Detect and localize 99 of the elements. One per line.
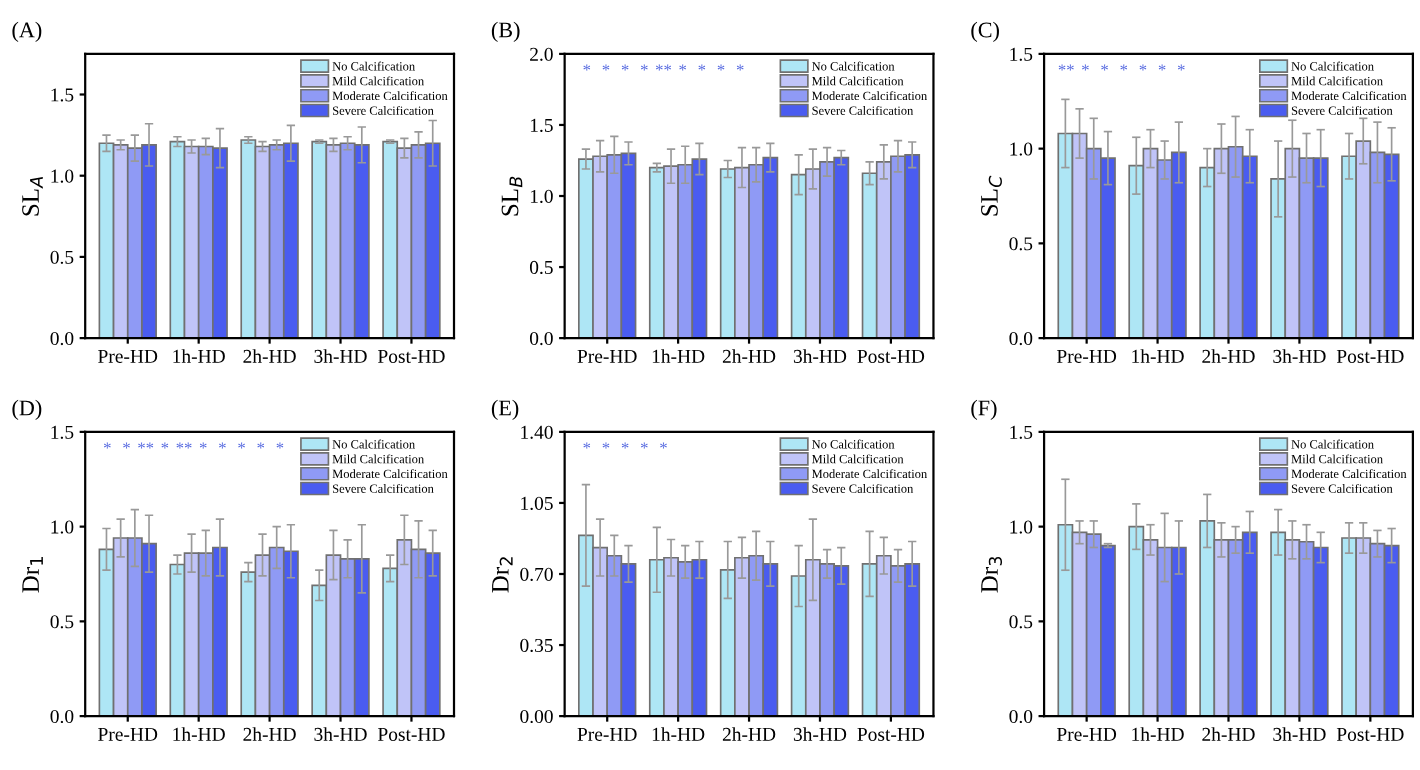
y-tick-label: 0.5 (50, 250, 74, 264)
y-axis-title: SL$_{A}$ (22, 176, 43, 216)
annotation: * (276, 442, 284, 449)
y-tick-label: 1.5 (51, 425, 74, 439)
x-tick-label: Pre-HD (1056, 727, 1117, 741)
x-tick-label: 2h-HD (1202, 727, 1255, 741)
x-tick-label: Post-HD (1336, 727, 1404, 741)
y-tick-label: 0.5 (1009, 615, 1033, 629)
y-axis-title: Dr$_{2}$ (492, 557, 513, 593)
x-tick-label: 1h-HD (652, 727, 705, 741)
x-tick-label: 3h-HD (793, 727, 847, 741)
x-tick-label: 1h-HD (652, 349, 705, 363)
x-tick-label: Post-HD (377, 349, 445, 363)
y-axis-title: Dr$_{1}$ (22, 557, 43, 593)
y-tick-label: 1.5 (1010, 47, 1033, 61)
y-tick-label: 1.0 (1010, 142, 1033, 156)
y-tick-label: 1.40 (521, 425, 553, 439)
x-tick-label: 1h-HD (173, 727, 225, 741)
y-tick-label: 0.0 (1009, 331, 1033, 346)
annotation: * (123, 442, 130, 449)
annotation: * (103, 442, 111, 449)
annotation: * (717, 64, 725, 71)
y-tick-label: 2.0 (530, 47, 553, 61)
x-tick-label: 3h-HD (793, 349, 847, 363)
y-tick-label: 0.5 (1009, 237, 1033, 251)
annotation: ** (138, 442, 154, 449)
annotation: * (698, 64, 706, 71)
y-tick-label: 0.5 (50, 615, 74, 629)
annotation: * (640, 64, 648, 71)
chart-title: (E) (491, 399, 519, 420)
y-tick-label: 0.0 (1009, 709, 1033, 724)
x-tick-label: Pre-HD (1056, 349, 1117, 363)
annotation: * (583, 442, 591, 449)
x-tick-label: 2h-HD (722, 349, 776, 363)
chart-title: (D) (12, 399, 42, 420)
y-tick-label: 0.00 (520, 709, 553, 724)
x-tick-label: Pre-HD (577, 727, 637, 741)
annotation: * (602, 442, 610, 449)
annotation: * (219, 442, 226, 449)
y-tick-label: 0.35 (520, 638, 553, 653)
annotation: * (736, 64, 744, 71)
x-tick-label: 3h-HD (1273, 727, 1326, 741)
annotation: * (199, 442, 207, 449)
annotation: * (1101, 64, 1108, 71)
chart-title: (A) (12, 21, 42, 42)
x-tick-label: Post-HD (857, 349, 925, 363)
x-tick-label: Pre-HD (98, 727, 158, 741)
y-tick-label: 1.0 (51, 169, 74, 183)
y-tick-label: 0.0 (50, 331, 74, 346)
annotation: * (1120, 64, 1128, 71)
annotation: * (679, 64, 687, 71)
y-tick-label: 1.5 (51, 88, 74, 102)
x-tick-label: Post-HD (1336, 349, 1404, 363)
annotation: * (621, 64, 629, 71)
x-tick-label: Post-HD (377, 727, 445, 741)
annotation: * (1082, 64, 1089, 71)
y-tick-label: 0.5 (529, 260, 553, 275)
x-tick-label: 1h-HD (173, 349, 225, 363)
chart-title: (F) (971, 399, 997, 420)
y-tick-label: 0.0 (529, 331, 553, 346)
annotation: ** (1058, 64, 1074, 71)
annotation: * (660, 442, 667, 449)
chart-title: (B) (491, 21, 520, 42)
x-tick-label: 2h-HD (243, 349, 296, 363)
y-tick-label: 1.5 (530, 118, 553, 132)
y-tick-label: 1.5 (1010, 425, 1033, 439)
y-axis-title: Dr$_{3}$ (981, 556, 1003, 593)
annotation: * (238, 442, 245, 449)
x-tick-label: 3h-HD (1273, 349, 1326, 363)
x-tick-label: 2h-HD (722, 727, 776, 741)
annotation: * (602, 64, 610, 71)
annotation: * (583, 64, 591, 71)
x-tick-label: 1h-HD (1132, 349, 1184, 363)
annotation: ** (176, 442, 192, 449)
x-tick-label: Post-HD (857, 727, 925, 741)
x-tick-label: 3h-HD (314, 349, 367, 363)
y-tick-label: 1.05 (521, 496, 553, 510)
y-axis-title: SL$_{C}$ (981, 175, 1002, 216)
annotation: * (1177, 64, 1185, 71)
y-axis-title: SL$_{B}$ (501, 176, 523, 216)
annotation: * (1139, 64, 1147, 71)
x-tick-label: 2h-HD (243, 727, 296, 741)
x-tick-label: 3h-HD (314, 727, 367, 741)
y-tick-label: 1.0 (51, 520, 74, 534)
annotation: ** (655, 64, 672, 71)
chart-title: (C) (971, 21, 999, 42)
y-tick-label: 1.0 (530, 189, 553, 204)
y-tick-label: 1.0 (1010, 520, 1033, 534)
y-tick-label: 0.0 (50, 709, 74, 724)
annotation: * (621, 442, 629, 449)
annotation: * (1158, 64, 1166, 71)
annotation: * (257, 442, 265, 449)
annotation: * (161, 442, 169, 449)
x-tick-label: Pre-HD (577, 349, 637, 363)
x-tick-label: 1h-HD (1132, 727, 1184, 741)
annotation: * (640, 442, 648, 449)
x-tick-label: Pre-HD (98, 349, 158, 363)
y-tick-label: 0.70 (520, 567, 553, 582)
x-tick-label: 2h-HD (1202, 349, 1255, 363)
